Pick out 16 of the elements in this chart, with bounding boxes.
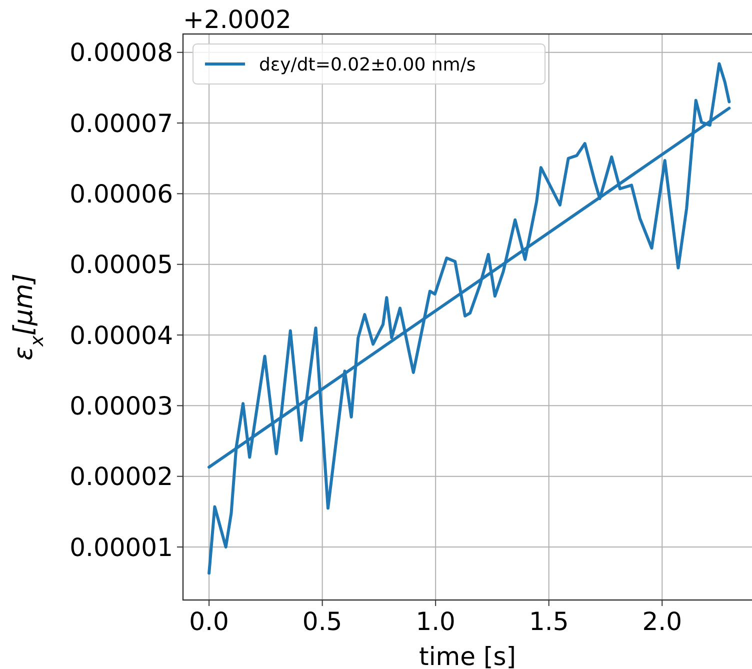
x-tick-label: 0.5 [302, 607, 342, 636]
x-axis-title: time [s] [419, 642, 516, 669]
y-tick-label: 0.00007 [70, 108, 173, 138]
x-tick-label: 1.5 [528, 607, 569, 636]
y-tick-label: 0.00006 [70, 179, 173, 208]
annotation: +2.0002 [183, 5, 292, 34]
y-tick-label: 0.00003 [70, 391, 173, 420]
x-tick-label: 0.0 [189, 607, 229, 636]
y-tick-label: 0.00002 [70, 462, 173, 492]
y-tick-label: 0.00004 [70, 320, 173, 350]
legend-label: dεy/dt=0.02±0.00 nm/s [259, 54, 476, 76]
y-tick-label: 0.00005 [70, 250, 173, 280]
y-tick-label: 0.00001 [70, 532, 173, 562]
y-tick-label: 0.00008 [70, 38, 173, 68]
x-tick-label: 1.0 [416, 607, 456, 636]
x-tick-label: 2.0 [642, 607, 682, 636]
